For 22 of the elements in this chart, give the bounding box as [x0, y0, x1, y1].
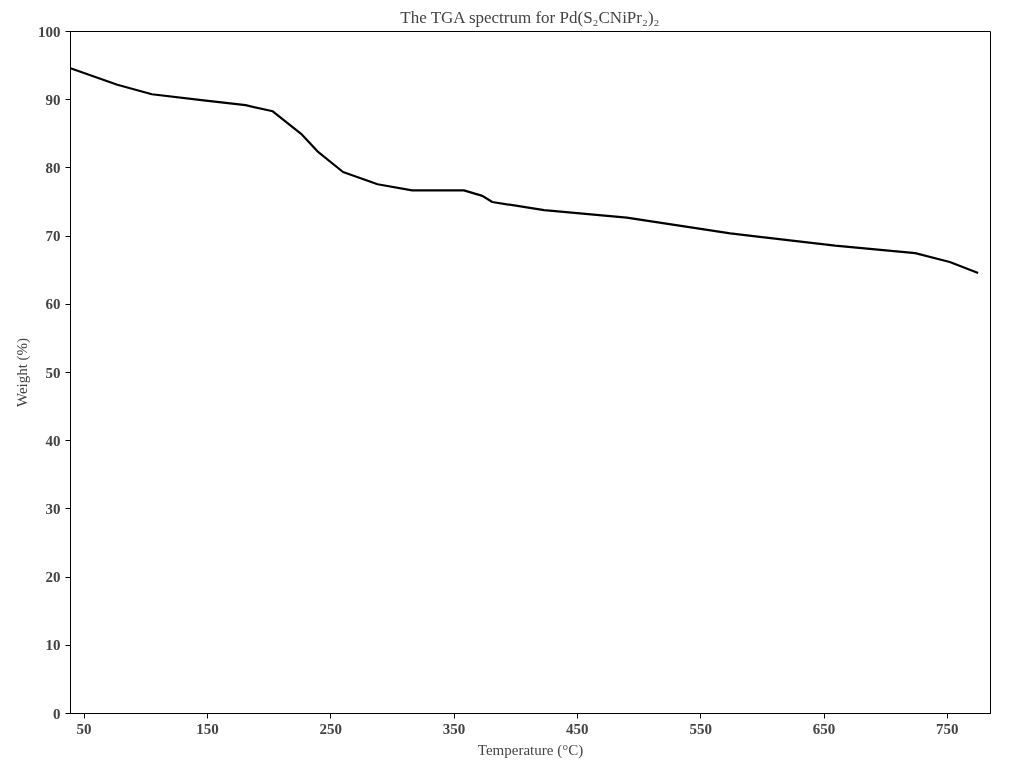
y-tick-label: 40: [45, 432, 61, 449]
y-tick-label: 100: [38, 23, 61, 40]
y-tick-label: 80: [45, 159, 61, 176]
x-tick-label: 550: [689, 720, 712, 737]
y-tick-label: 10: [45, 637, 61, 654]
y-tick-label: 60: [45, 296, 61, 313]
x-tick-label: 350: [442, 720, 466, 737]
x-axis-title: Temperature (°C): [477, 741, 584, 759]
x-tick-label: 150: [196, 720, 219, 737]
x-tick-label: 450: [566, 720, 589, 737]
y-tick-label: 70: [45, 228, 61, 245]
y-tick-label: 0: [53, 705, 61, 722]
chart-title: The TGA spectrum for Pd(S₂CNiPr₂)₂: [400, 7, 660, 27]
y-tick-label: 90: [45, 91, 61, 108]
y-tick-label: 20: [45, 569, 61, 586]
x-tick-label: 250: [319, 720, 342, 737]
x-tick-label: 50: [76, 720, 92, 737]
y-axis-title: Weight (%): [14, 337, 31, 408]
x-tick-label: 650: [812, 720, 836, 737]
x-tick-label: 750: [936, 720, 959, 737]
y-tick-label: 50: [45, 364, 61, 381]
y-tick-label: 30: [45, 500, 61, 517]
